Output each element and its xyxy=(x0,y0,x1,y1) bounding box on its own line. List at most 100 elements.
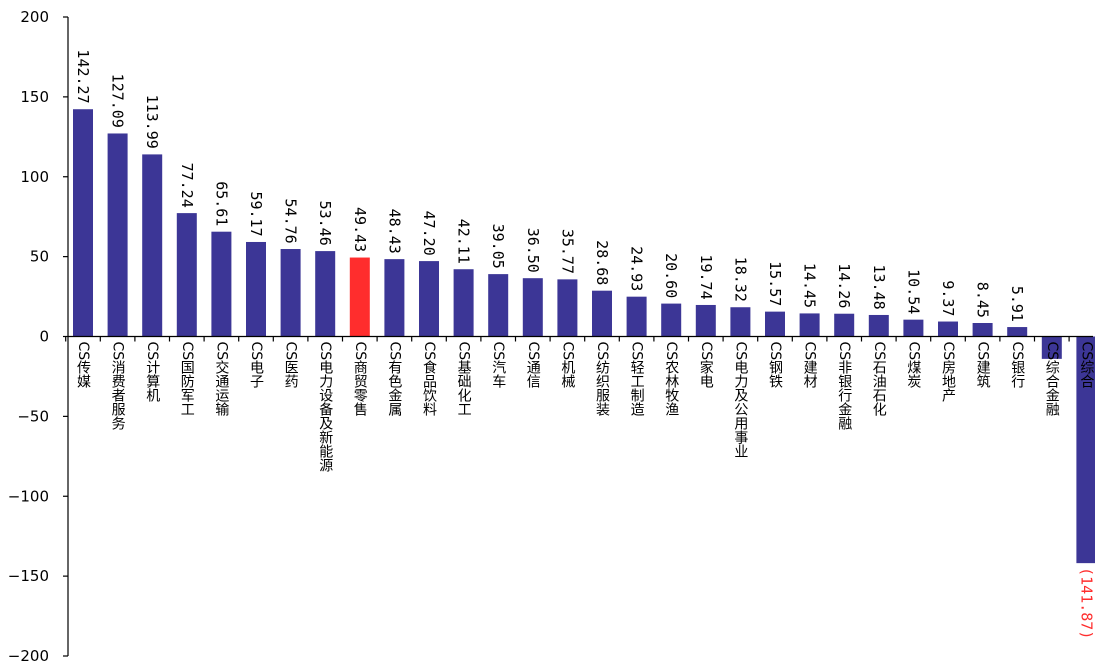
category-label: CS银行 xyxy=(1009,342,1025,390)
value-label: 54.76 xyxy=(282,199,300,244)
y-tick-label: 50 xyxy=(30,248,49,266)
value-label: 59.17 xyxy=(247,191,265,236)
y-tick-label: −200 xyxy=(8,647,49,665)
value-label: 18.32 xyxy=(731,257,749,302)
category-label: CS交通运输 xyxy=(213,342,229,417)
value-label: 39.05 xyxy=(489,224,507,269)
bar xyxy=(592,290,612,337)
bar xyxy=(453,269,474,337)
x-axis xyxy=(65,335,1093,342)
bar xyxy=(799,313,820,337)
bar xyxy=(626,296,647,337)
y-tick-label: 150 xyxy=(20,88,49,106)
value-label: 47.20 xyxy=(420,211,438,256)
bar xyxy=(176,213,197,337)
bar xyxy=(765,311,785,337)
value-label: 42.11 xyxy=(455,219,473,264)
value-label: 20.60 xyxy=(662,253,680,298)
category-label: CS商贸零售 xyxy=(352,342,368,417)
category-label: CS房地产 xyxy=(940,342,956,404)
category-label: CS计算机 xyxy=(144,342,160,404)
value-label: 48.43 xyxy=(385,209,403,254)
bar xyxy=(1007,327,1028,337)
bar xyxy=(1076,336,1095,564)
y-tick-label: −50 xyxy=(17,407,49,425)
value-label: 49.43 xyxy=(351,207,369,252)
y-tick-label: −100 xyxy=(8,487,49,505)
bar xyxy=(246,241,266,337)
category-label: CS家电 xyxy=(698,342,714,389)
value-label: 24.93 xyxy=(628,246,646,291)
bar xyxy=(661,303,682,337)
value-label: (141.87) xyxy=(1077,567,1095,639)
category-label: CS纺织服装 xyxy=(594,342,610,417)
category-label: CS煤炭 xyxy=(905,342,921,389)
bar xyxy=(522,278,543,337)
category-label: CS通信 xyxy=(525,342,541,389)
value-label: 35.77 xyxy=(558,229,576,274)
bar xyxy=(868,314,889,337)
bar xyxy=(142,154,163,337)
bar xyxy=(938,321,958,337)
category-label: CS传媒 xyxy=(75,342,91,389)
bar xyxy=(972,323,993,337)
bar xyxy=(695,304,716,337)
value-label: 142.27 xyxy=(74,49,92,103)
value-label: 8.45 xyxy=(974,282,992,318)
category-label: CS综合金融 xyxy=(1044,342,1060,417)
value-label: 36.50 xyxy=(524,228,542,273)
category-label: CS非银行金融 xyxy=(836,342,852,431)
category-label: CS农林牧渔 xyxy=(663,342,679,417)
y-axis: 200 150 100 50 0 −50 −100 −150 −200 xyxy=(8,8,69,665)
bars xyxy=(73,109,1095,564)
y-tick-label: 0 xyxy=(39,328,49,346)
bar xyxy=(280,249,301,337)
bar xyxy=(730,307,751,337)
category-label: CS有色金属 xyxy=(386,342,402,417)
bar xyxy=(384,259,405,337)
bar xyxy=(211,231,232,337)
value-label: 77.24 xyxy=(178,163,196,208)
value-label: 113.99 xyxy=(143,95,161,149)
category-label: CS电子 xyxy=(248,342,264,389)
value-labels: 142.27 127.09 113.99 77.24 65.61 59.17 54.76 53… xyxy=(74,49,1095,639)
value-label: 13.48 xyxy=(870,264,888,309)
category-label: CS电力及公用事业 xyxy=(732,342,748,459)
value-label: 14.45 xyxy=(801,263,819,308)
category-label: CS医药 xyxy=(283,342,299,389)
bar xyxy=(349,257,370,337)
category-label: CS食品饮料 xyxy=(421,342,437,417)
bar xyxy=(315,251,336,337)
value-label: 14.26 xyxy=(835,263,853,308)
value-label: 10.54 xyxy=(904,269,922,314)
category-label: CS国防军工 xyxy=(179,342,195,417)
category-label: CS基础化工 xyxy=(456,342,472,417)
y-tick-label: 100 xyxy=(20,168,49,186)
y-tick-label: 200 xyxy=(20,8,49,26)
y-tick-label: −150 xyxy=(8,567,49,585)
category-label: CS轻工制造 xyxy=(629,342,645,418)
category-label: CS钢铁 xyxy=(767,342,783,389)
category-label: CS汽车 xyxy=(490,342,506,389)
value-label: 15.57 xyxy=(766,261,784,306)
category-label: CS建筑 xyxy=(975,342,991,390)
bar xyxy=(73,109,93,337)
bar xyxy=(834,313,855,337)
bar xyxy=(903,319,924,337)
bar xyxy=(419,261,439,337)
category-label: CS电力设备及新能源 xyxy=(317,342,333,473)
value-label: 53.46 xyxy=(316,201,334,246)
bar xyxy=(557,279,578,337)
category-label: CS机械 xyxy=(559,342,575,389)
value-label: 5.91 xyxy=(1008,286,1026,322)
value-label: 19.74 xyxy=(697,254,715,299)
category-label: CS建材 xyxy=(802,342,818,389)
category-label: CS综合 xyxy=(1078,342,1094,389)
bar xyxy=(488,274,509,337)
category-label: CS消费者服务 xyxy=(110,342,126,431)
category-label: CS石油石化 xyxy=(871,342,887,418)
bar xyxy=(1041,336,1062,359)
value-label: 127.09 xyxy=(109,74,127,128)
category-labels: CS传媒 CS消费者服务 CS计算机 CS国防军工 CS交通运输 CS电子 CS医药 CS电力… xyxy=(75,342,1094,473)
